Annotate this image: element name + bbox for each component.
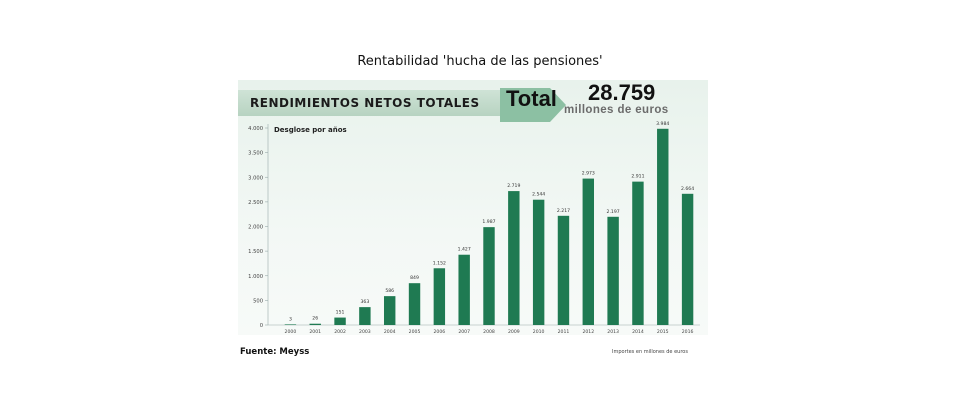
chart-title: RENDIMIENTOS NETOS TOTALES	[250, 96, 480, 110]
y-tick-label: 0	[260, 323, 263, 329]
y-tick-label: 2.000	[248, 225, 263, 231]
y-tick-label: 500	[253, 298, 263, 304]
bar-2012	[582, 178, 595, 325]
x-tick-label: 2014	[632, 329, 644, 335]
bar-2015	[657, 128, 669, 325]
bar-chart: 0 500 1.000 1.500 2.000 2.500 3.000 3.500 4.000 3…	[248, 121, 700, 335]
source-label: Fuente: Meyss	[240, 347, 310, 357]
x-tick-label: 2000	[285, 329, 297, 335]
y-tick-label: 2.500	[248, 200, 263, 206]
bar-2013	[607, 216, 619, 325]
bar-2004	[383, 296, 396, 325]
x-tick-label: 2013	[607, 329, 619, 335]
value-label: 2.197	[607, 209, 620, 215]
value-label: 2.911	[631, 174, 644, 180]
y-tick-label: 3.500	[248, 151, 263, 157]
bar-2007	[458, 254, 470, 325]
value-label: 1.987	[482, 219, 495, 225]
x-tick-label: 2007	[458, 329, 470, 335]
value-label: 151	[336, 310, 345, 316]
value-label: 26	[312, 316, 318, 322]
x-tick-label: 2008	[483, 329, 495, 335]
value-label: 2.719	[507, 183, 520, 189]
x-tick-label: 2011	[558, 329, 570, 335]
x-tick-label: 2009	[508, 329, 520, 335]
value-label: 1.427	[458, 247, 471, 253]
value-label: 2.973	[582, 171, 595, 177]
bar-2010	[532, 199, 545, 325]
bar-2009	[508, 191, 520, 325]
x-tick-label: 2002	[334, 329, 346, 335]
x-tick-label: 2006	[434, 329, 446, 335]
value-label: 849	[410, 275, 419, 281]
total-unit: millones de euros	[564, 104, 669, 116]
value-label: 3.984	[656, 121, 669, 127]
value-label: 363	[360, 299, 369, 305]
value-label: 1.152	[433, 260, 446, 266]
total-value: 28.759	[588, 80, 656, 105]
bar-2006	[433, 268, 446, 325]
y-tick-label: 4.000	[248, 126, 263, 132]
bar-2011	[557, 215, 570, 325]
x-tick-label: 2001	[309, 329, 321, 335]
y-tick-label: 1.500	[248, 249, 263, 255]
bar-2014	[632, 181, 644, 325]
x-tick-label: 2005	[409, 329, 421, 335]
chart-card: RENDIMIENTOS NETOS TOTALES Total 28.759 …	[238, 80, 708, 335]
x-tick-label: 2003	[359, 329, 371, 335]
bar-2005	[408, 283, 421, 325]
x-tick-label: 2004	[384, 329, 396, 335]
value-label: 2.664	[681, 186, 694, 192]
x-tick-label: 2012	[582, 329, 594, 335]
bar-2003	[359, 307, 371, 325]
bar-2002	[334, 317, 346, 325]
total-arrow-icon	[500, 88, 566, 122]
bar-2000	[284, 324, 297, 325]
chart-banner: RENDIMIENTOS NETOS TOTALES	[238, 90, 538, 116]
chart-subtitle: Desglose por años	[274, 126, 347, 134]
units-note: Importes en millones de euros	[612, 349, 688, 355]
x-tick-label: 2010	[533, 329, 545, 335]
bar-2016	[681, 193, 694, 325]
x-tick-label: 2016	[682, 329, 694, 335]
total-label: Total	[506, 86, 557, 111]
x-tick-label: 2015	[657, 329, 669, 335]
value-label: 3	[289, 316, 292, 322]
y-tick-label: 3.000	[248, 175, 263, 181]
bar-2008	[483, 227, 495, 325]
y-tick-label: 1.000	[248, 274, 263, 280]
bar-2001	[309, 323, 321, 325]
value-label: 2.544	[532, 192, 545, 198]
page-title: Rentabilidad 'hucha de las pensiones'	[357, 54, 603, 69]
value-label: 2.217	[557, 208, 570, 214]
value-label: 586	[385, 288, 394, 294]
